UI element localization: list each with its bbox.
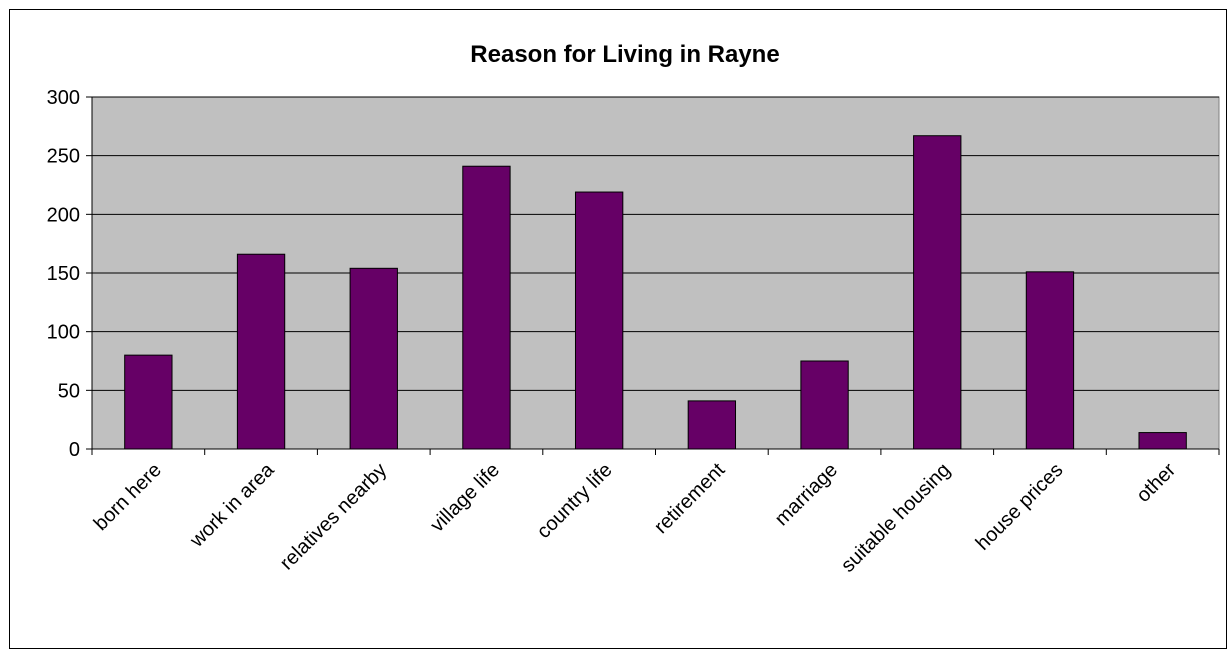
y-tick-label: 300 — [47, 87, 80, 109]
x-tick-label: country life — [533, 459, 617, 543]
x-tick-label: other — [1132, 459, 1180, 507]
y-tick-label: 100 — [47, 322, 80, 344]
x-tick-label: village life — [426, 459, 504, 537]
chart-title: Reason for Living in Rayne — [470, 41, 779, 68]
bar — [913, 135, 962, 450]
y-tick-label: 0 — [69, 439, 80, 461]
bar-chart: Reason for Living in Rayne 0 50 100 150 200 2… — [47, 41, 1220, 577]
x-tick-label: house prices — [972, 459, 1068, 555]
y-axis-labels: 0 50 100 150 200 250 300 — [47, 87, 80, 461]
y-tick-label: 250 — [47, 146, 80, 168]
bar — [349, 267, 398, 450]
x-tick-label: relatives nearby — [276, 459, 391, 574]
y-tick-label: 150 — [47, 263, 80, 285]
y-tick-label: 200 — [47, 204, 80, 226]
bar — [1025, 271, 1075, 450]
bar — [236, 253, 286, 450]
bar — [124, 354, 173, 450]
x-tick-label: suitable housing — [837, 459, 955, 577]
bar — [1138, 432, 1187, 450]
x-tick-label: born here — [90, 459, 166, 535]
bar — [574, 191, 624, 450]
bar — [462, 165, 511, 450]
x-tick-label: retirement — [650, 459, 730, 539]
bars — [124, 135, 1187, 450]
x-tick-label: marriage — [771, 459, 842, 530]
y-tick-label: 50 — [58, 380, 80, 402]
x-tick-label: work in area — [185, 458, 279, 552]
axes — [86, 96, 1220, 455]
bar — [687, 400, 737, 450]
bar — [800, 360, 849, 450]
